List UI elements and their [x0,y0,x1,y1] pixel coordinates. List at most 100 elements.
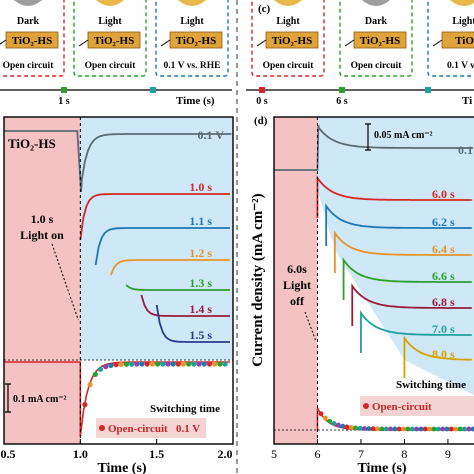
right-scale-bar-label: 0.05 mA cm⁻² [374,130,433,141]
left-switch-point-13 [149,361,155,367]
right-switch-point-24 [422,426,428,432]
right-series-label-4: 6.6 s [432,269,455,283]
chart-right: 0.1 6.0 s 6.2 s 6.4 s 6.6 s 6.8 s 7.0 s 8.0 s 5 6… [250,115,474,474]
right-series-label-7: 8.0 s [432,347,455,361]
right-switch-point-20 [405,426,411,432]
top-left-lamp-icon-0 [14,0,42,6]
top-right-tick-label-0: 0 s [256,96,268,107]
left-dark-region [4,117,81,444]
top-right-device-label-0: TiO₂-HS [272,35,312,47]
top-right-lamp-label-0: Light [276,16,300,27]
right-xtick-label-4: 9 [445,447,451,461]
right-legend-label-0: Open-circuit [372,401,432,413]
left-switch-point-15 [160,361,166,367]
right-switch-point-22 [414,426,419,432]
right-series-label-2: 6.2 s [432,215,455,229]
top-left-tick-label: 1 s [58,96,70,107]
left-xtick-label-3: 2.0 [218,447,233,461]
right-switch-point-19 [401,426,406,432]
left-switch-point-24 [206,361,213,367]
right-switch-point-8 [353,425,359,431]
left-series-line-4 [125,284,230,291]
left-series-label-1: 1.0 s [189,180,212,194]
right-series-line-4 [342,257,472,300]
left-series-line-1 [79,193,230,241]
right-axes-frame [273,116,474,445]
left-legend-box [96,418,206,438]
top-left-timeline-marker [61,87,67,93]
top-right-device-label-2: TiO₂- [455,35,474,47]
top-right-timeline-marker [259,87,265,93]
right-series-line-2 [325,203,472,246]
top-right-box-2 [427,0,474,77]
right-panel-label: (d) [254,115,268,127]
right-switch-point-16 [388,426,393,432]
right-annotation-1: 6.0s [287,262,307,276]
left-annotation-arrow [51,243,79,321]
right-switch-point-18 [396,426,402,432]
right-xtick-label-1: 6 [314,447,320,461]
chart-left: 0.1 V 1.0 s 1.1 s 1.2 s 1.3 s 1.4 s 1.5 s 0.5 1.… [1,116,234,474]
right-series-label-0: 0.1 [458,143,473,157]
left-switch-point-23 [201,361,207,367]
right-legend-marker-0 [363,403,369,409]
top-right-lamp-icon-1 [362,0,390,6]
top-right-caption-1: Open circuit [351,61,403,71]
left-series-line-0 [4,130,232,193]
left-xtick-label-2: 1.5 [149,447,164,461]
top-right-lamp-label-1: Dark [365,16,388,27]
left-series-line-6 [155,304,230,343]
top-left-timeline-label: Time (s) [176,95,215,107]
right-switch-point-0 [318,411,324,417]
top-right-schematic: (c) Light TiO₂-HS Open circuit Dark TiO₂-HS Op… [246,0,474,107]
left-switch-point-2 [92,371,98,377]
right-xlabel: Time (s) [357,461,406,474]
right-annotation-2: Light [283,278,311,292]
left-switch-point-10 [134,361,140,367]
left-switch-point-16 [165,361,171,367]
right-switch-point-10 [362,426,367,431]
right-series-label-1: 6.0 s [432,187,455,201]
right-series-label-5: 6.8 s [432,295,455,309]
top-left-switch-2 [160,39,171,47]
right-switch-point-21 [409,426,415,432]
left-switch-point-22 [196,361,202,367]
right-switch-point-26 [431,426,437,432]
left-series-label-4: 1.3 s [189,276,212,290]
left-switching-label: Switching time [150,403,220,415]
right-switch-point-34 [466,426,472,432]
right-switch-point-15 [383,426,389,432]
left-switch-point-25 [212,361,218,367]
top-left-lamp-icon-1 [96,0,124,6]
top-left-device-label-1: TiO₂-HS [94,35,134,47]
left-series-line-2 [94,227,230,266]
left-annotation-1: 1.0 s [31,212,54,226]
left-sample-label: TiO₂-HS [8,136,56,151]
left-annotation-2: Light on [20,228,64,242]
top-left-caption-0: Open circuit [3,61,55,71]
right-dark-region [274,117,318,444]
right-switch-point-13 [375,426,380,432]
top-right-box-0 [251,0,325,77]
right-switch-point-25 [427,426,433,432]
right-switch-point-14 [379,426,385,432]
top-left-device-label-0: TiO₂-HS [12,35,52,47]
left-legend-label-1: 0.1 V [176,423,200,435]
left-switch-point-26 [217,361,223,367]
top-left-lamp-label-1: Light [98,16,122,27]
right-annotation-arrow [304,311,316,341]
right-switch-point-6 [344,424,350,430]
right-scale-bar [365,123,371,151]
left-xtick-label-0: 0.5 [1,447,16,461]
left-series-label-6: 1.5 s [189,328,212,342]
top-right-switch-1 [344,39,355,47]
top-left-box-0 [0,0,65,77]
top-left-device-label-2: TiO₂-HS [176,35,216,47]
right-switch-point-33 [462,426,467,432]
left-legend-marker-0 [99,425,105,431]
left-switch-point-11 [139,361,145,367]
top-right-lamp-icon-0 [274,0,302,6]
left-xtick-label-1: 1.0 [73,447,88,461]
right-switch-point-4 [335,422,341,428]
right-switch-point-7 [349,425,354,430]
